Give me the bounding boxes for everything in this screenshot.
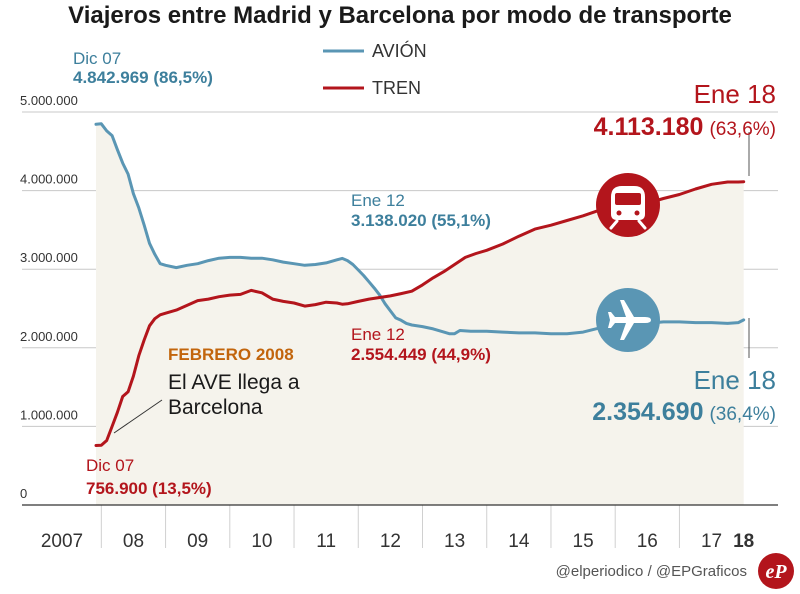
plot-area-fill xyxy=(96,123,744,506)
annotation-tren-end-pct: (63,6%) xyxy=(709,119,776,140)
annotation-avion-end-pct: (36,4%) xyxy=(709,404,776,425)
annotation-ave-line2: Barcelona xyxy=(168,396,263,419)
x-tick-label-6: 13 xyxy=(444,531,465,552)
x-tick-label-11: 18 xyxy=(733,531,754,552)
annotation-tren-end-value: 4.113.180 xyxy=(594,113,704,141)
credit-text: @elperiodico / @EPGraficos xyxy=(556,563,747,580)
x-tick-label-10: 17 xyxy=(701,531,722,552)
y-tick-label-1: 1.000.000 xyxy=(20,407,78,422)
y-tick-label-0: 0 xyxy=(20,486,27,501)
x-tick-label-2: 09 xyxy=(187,531,208,552)
x-dividers xyxy=(100,505,680,548)
annotation-avion-start-date: Dic 07 xyxy=(73,49,121,68)
x-tick-label-0: 2007 xyxy=(41,531,83,552)
x-tick-label-9: 16 xyxy=(637,531,658,552)
x-tick-label-8: 15 xyxy=(573,531,594,552)
legend-label-tren: TREN xyxy=(372,78,421,98)
annotation-ave-heading: FEBRERO 2008 xyxy=(168,345,294,364)
legend-label-avion: AVIÓN xyxy=(372,40,427,61)
annotation-tren-end-date: Ene 18 xyxy=(694,79,776,109)
train-icon xyxy=(596,173,660,237)
annotation-avion-start-value: 4.842.969 (86,5%) xyxy=(73,68,213,87)
annotation-avion-mid-date: Ene 12 xyxy=(351,191,405,210)
chart-title: Viajeros entre Madrid y Barcelona por mo… xyxy=(68,2,732,29)
series-line-avion xyxy=(94,122,746,336)
annotation-tren-end-line: 4.113.180 (63,6%) xyxy=(594,113,776,141)
x-tick-label-1: 08 xyxy=(123,531,144,552)
y-tick-label-2: 2.000.000 xyxy=(20,329,78,344)
annotation-ave-line1: El AVE llega a xyxy=(168,371,300,394)
annotation-avion-end-line: 2.354.690 (36,4%) xyxy=(592,398,776,426)
legend: AVIÓN TREN xyxy=(323,40,427,98)
y-tick-labels: 0 1.000.000 2.000.000 3.000.000 4.000.000 5.0… xyxy=(20,93,78,501)
annotation-avion-end-value: 2.354.690 xyxy=(592,398,703,426)
x-tick-label-3: 10 xyxy=(251,531,272,552)
annotation-avion-end-date: Ene 18 xyxy=(694,365,776,395)
annotation-tren-start-value: 756.900 (13,5%) xyxy=(86,479,212,498)
plane-icon xyxy=(596,288,660,352)
annotation-tren-mid-date: Ene 12 xyxy=(351,325,405,344)
x-tick-label-7: 14 xyxy=(508,531,530,552)
annotation-tren-start-date: Dic 07 xyxy=(86,456,134,475)
annotation-tren-mid-value: 2.554.449 (44,9%) xyxy=(351,345,491,364)
x-tick-label-4: 11 xyxy=(316,531,336,552)
y-tick-label-3: 3.000.000 xyxy=(20,250,78,265)
elperiodico-logo: eP xyxy=(758,553,794,589)
x-tick-label-5: 12 xyxy=(380,531,401,552)
series-line-tren xyxy=(94,180,746,447)
ave-leader xyxy=(113,399,163,434)
annotation-avion-mid-value: 3.138.020 (55,1%) xyxy=(351,211,491,230)
logo-text: eP xyxy=(765,561,787,583)
x-tick-labels: 2007 08 09 10 11 12 13 14 15 16 17 18 xyxy=(41,531,754,552)
y-tick-label-5: 5.000.000 xyxy=(20,93,78,108)
y-tick-label-4: 4.000.000 xyxy=(20,172,78,187)
